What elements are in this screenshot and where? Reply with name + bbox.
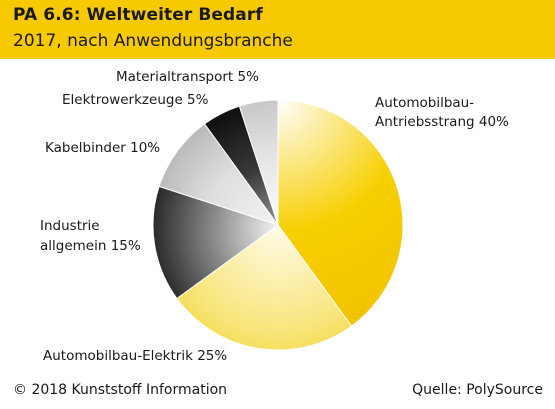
slice-label-line: allgemein 15% [40,238,141,254]
chart-header: PA 6.6: Weltweiter Bedarf 2017, nach Anw… [0,0,555,59]
slice-label: Materialtransport 5% [116,69,259,85]
pie-chart: Automobilbau-Antriebsstrang 40%Automobil… [40,69,509,364]
slice-label-line: Antriebsstrang 40% [375,114,509,130]
pie-slice [176,224,353,351]
slice-label-line: Materialtransport 5% [116,69,259,85]
source-note: Quelle: PolySource [412,382,543,398]
chart-subtitle: 2017, nach Anwendungsbranche [13,31,293,51]
pie-slice [277,99,404,327]
slice-label-line: Industrie [40,218,100,234]
slice-label-line: Automobilbau-Elektrik 25% [43,348,227,364]
slice-label: Kabelbinder 10% [45,140,160,156]
copyright-note: © 2018 Kunststoff Information [13,382,228,398]
pie-slice [238,99,279,226]
slice-label-line: Automobilbau- [375,95,474,111]
slice-label: Elektrowerkzeuge 5% [62,92,209,108]
pie-slice [152,185,280,300]
slice-label: Automobilbau-Elektrik 25% [43,348,227,364]
pie-slice [158,123,280,226]
chart-title: PA 6.6: Weltweiter Bedarf [13,5,263,25]
slice-label-line: Kabelbinder 10% [45,140,160,156]
slice-label-line: Elektrowerkzeuge 5% [62,92,209,108]
slice-label: Automobilbau- Antriebsstrang 40% [375,95,509,130]
slice-label: Industrie allgemein 15% [40,218,141,254]
